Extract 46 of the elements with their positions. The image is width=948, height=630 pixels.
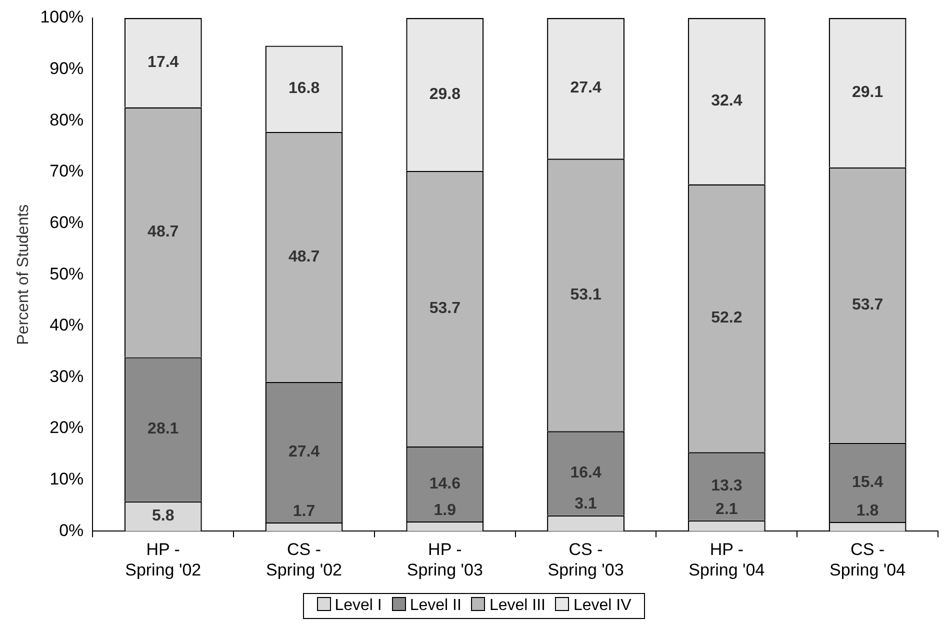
legend-label: Level III [489,597,546,614]
y-tick-label: 50% [50,264,84,284]
data-label: 2.1 [716,500,738,518]
data-label: 1.7 [292,502,316,520]
data-label: 5.8 [152,508,174,525]
data-label: 53.1 [570,286,602,304]
data-label: 14.6 [429,475,461,492]
data-label: 3.1 [574,496,597,513]
y-tick-label: 30% [50,366,84,386]
y-tick-label: 100% [40,8,84,27]
legend-label: Level IV [573,597,632,614]
data-label: 13.3 [711,478,742,495]
y-tick-label: 0% [59,520,84,540]
data-label: 52.2 [711,310,742,327]
data-label: 48.7 [148,224,179,241]
data-label: 53.7 [852,296,884,314]
legend-label: Level II [410,597,462,614]
data-label: 29.8 [429,86,461,103]
data-label: 16.8 [288,80,320,98]
x-tick-label: CS - Spring '04 [830,540,906,580]
x-tick-label: HP - Spring '04 [688,540,765,580]
data-label: 27.4 [570,80,602,97]
data-label: 29.1 [852,84,884,102]
data-label: 15.4 [852,474,884,491]
y-tick-label: 80% [50,110,84,130]
data-label: 16.4 [570,464,602,482]
y-tick-label: 10% [50,470,84,489]
legend-label: Level I [334,597,382,614]
data-label: 1.9 [434,502,456,519]
data-label: 28.1 [148,420,179,438]
x-tick-label: CS - Spring '02 [266,540,342,580]
data-label: 48.7 [288,248,320,266]
x-tick-label: HP - Spring '02 [125,540,202,580]
data-label: 17.4 [148,54,179,72]
data-label: 32.4 [711,92,742,110]
y-tick-label: 40% [50,316,84,335]
x-tick-label: HP - Spring '03 [406,540,483,580]
y-tick-label: 90% [50,59,84,78]
y-tick-label: 60% [50,212,84,232]
data-label: 27.4 [288,444,320,461]
x-tick-label: CS - Spring '03 [548,540,624,580]
y-axis-title: Percent of Students [15,204,32,345]
data-label: 53.7 [429,300,461,318]
data-label: 1.8 [856,502,879,520]
y-tick-label: 70% [50,162,84,181]
y-tick-label: 20% [50,418,84,438]
